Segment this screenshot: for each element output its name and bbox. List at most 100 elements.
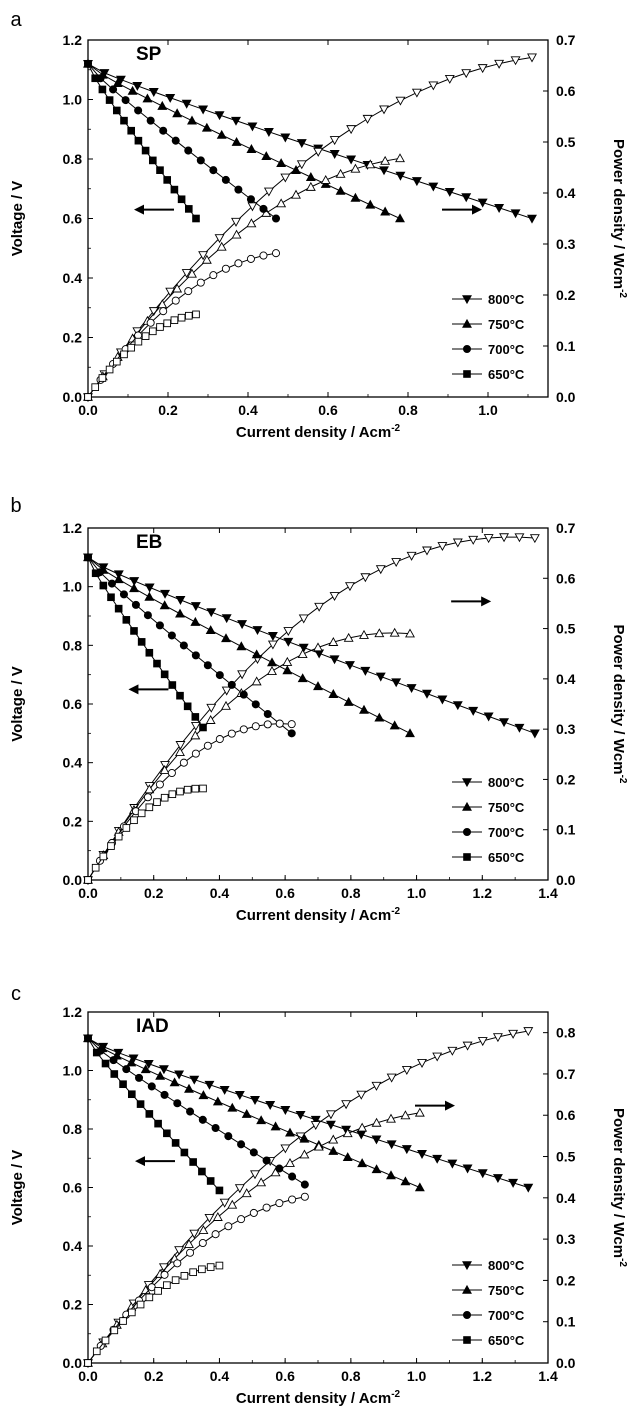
power-line-700°C <box>87 723 292 881</box>
voltage-point <box>523 1183 534 1193</box>
voltage-point <box>204 1080 215 1090</box>
power-point <box>198 1239 207 1248</box>
voltage-point <box>297 673 308 683</box>
y-tick-label: 0.8 <box>63 151 83 167</box>
voltage-point <box>262 1156 271 1165</box>
power-point <box>171 296 180 305</box>
x-tick-label: 0.4 <box>210 885 230 901</box>
y2-axis-label: Power density / Wcm-2 <box>610 625 628 784</box>
y2-axis-label: Power density / Wcm-2 <box>610 1108 628 1267</box>
power-point <box>165 287 176 297</box>
y2-tick-label: 0.5 <box>556 1149 576 1165</box>
voltage-point <box>271 214 281 223</box>
legend-marker <box>462 1261 472 1271</box>
power-point <box>325 1110 336 1120</box>
y-tick-label: 0.4 <box>63 1238 83 1254</box>
voltage-point <box>105 96 114 104</box>
voltage-point <box>107 579 116 588</box>
voltage-point <box>437 695 448 705</box>
voltage-point <box>411 177 422 187</box>
voltage-point <box>191 651 200 660</box>
power-point <box>380 155 391 165</box>
voltage-point <box>110 1070 119 1078</box>
power-point <box>246 218 257 228</box>
y2-tick-label: 0.5 <box>556 134 576 150</box>
legend-label: 700°C <box>488 1308 525 1323</box>
power-point <box>105 365 114 374</box>
y2-tick-label: 0.3 <box>556 236 576 252</box>
panel-letter: b <box>10 495 21 517</box>
voltage-point <box>350 192 361 202</box>
legend-marker <box>462 1284 472 1294</box>
voltage-point <box>198 1167 206 1176</box>
voltage-point <box>198 105 209 115</box>
power-point <box>130 816 138 825</box>
power-point <box>329 136 340 146</box>
x-axis-label: Current density / Acm-2 <box>236 1389 401 1407</box>
power-point <box>211 1230 220 1239</box>
power-point <box>175 747 185 757</box>
voltage-point <box>234 1091 245 1100</box>
power-point <box>127 343 136 352</box>
power-point <box>395 153 405 163</box>
x-tick-label: 0.8 <box>341 1368 361 1384</box>
power-point <box>179 758 188 767</box>
power-point <box>163 1281 171 1289</box>
power-point <box>84 876 92 884</box>
power-point <box>231 217 241 227</box>
voltage-point <box>328 1145 339 1155</box>
voltage-point <box>215 1186 224 1195</box>
power-point <box>227 729 236 738</box>
voltage-point <box>155 1070 166 1080</box>
power-point <box>99 852 108 861</box>
voltage-point <box>170 185 179 194</box>
y2-tick-label: 0.7 <box>556 1066 576 1082</box>
y2-tick-label: 0.0 <box>556 1355 576 1371</box>
power-point <box>231 229 242 239</box>
y2-tick-label: 0.4 <box>556 1190 576 1206</box>
voltage-point <box>84 1034 92 1043</box>
power-point <box>468 535 479 545</box>
voltage-point <box>134 106 143 115</box>
voltage-point <box>211 1123 220 1133</box>
y-tick-label: 0.6 <box>63 211 83 227</box>
x-tick-label: 0.8 <box>398 402 418 418</box>
y2-tick-label: 0.2 <box>556 771 576 787</box>
power-point <box>414 1107 425 1117</box>
voltage-point <box>221 614 232 624</box>
voltage-point <box>154 1119 162 1128</box>
power-point <box>160 1270 169 1279</box>
voltage-point <box>203 661 212 670</box>
power-point <box>283 627 294 637</box>
voltage-point <box>157 100 168 110</box>
voltage-point <box>163 176 172 184</box>
voltage-point <box>405 728 415 738</box>
legend-label: 750°C <box>488 1283 525 1298</box>
power-point <box>219 1198 230 1208</box>
voltage-point <box>190 602 201 612</box>
voltage-point <box>92 1048 101 1057</box>
x-tick-label: 0.2 <box>144 885 164 901</box>
power-point <box>356 1090 367 1100</box>
power-point <box>379 105 389 115</box>
y-tick-label: 1.2 <box>63 1004 83 1020</box>
legend-label: 750°C <box>488 800 525 815</box>
power-point <box>285 1157 295 1167</box>
voltage-point <box>180 1148 189 1157</box>
legend-label: 650°C <box>488 1333 525 1348</box>
voltage-point <box>395 213 405 223</box>
power-point <box>249 1208 258 1217</box>
power-point <box>206 1263 215 1271</box>
voltage-point <box>171 1139 180 1147</box>
x-axis-label: Current density / Acm-2 <box>236 906 401 924</box>
power-point <box>91 863 100 872</box>
power-point <box>344 582 355 592</box>
power-point <box>401 1066 412 1075</box>
voltage-point <box>275 1164 284 1173</box>
power-point <box>523 1027 534 1037</box>
y2-tick-label: 0.6 <box>556 1107 576 1123</box>
voltage-point <box>181 99 192 109</box>
power-point <box>137 809 146 818</box>
y-tick-label: 0.6 <box>63 696 83 712</box>
voltage-point <box>389 720 400 730</box>
